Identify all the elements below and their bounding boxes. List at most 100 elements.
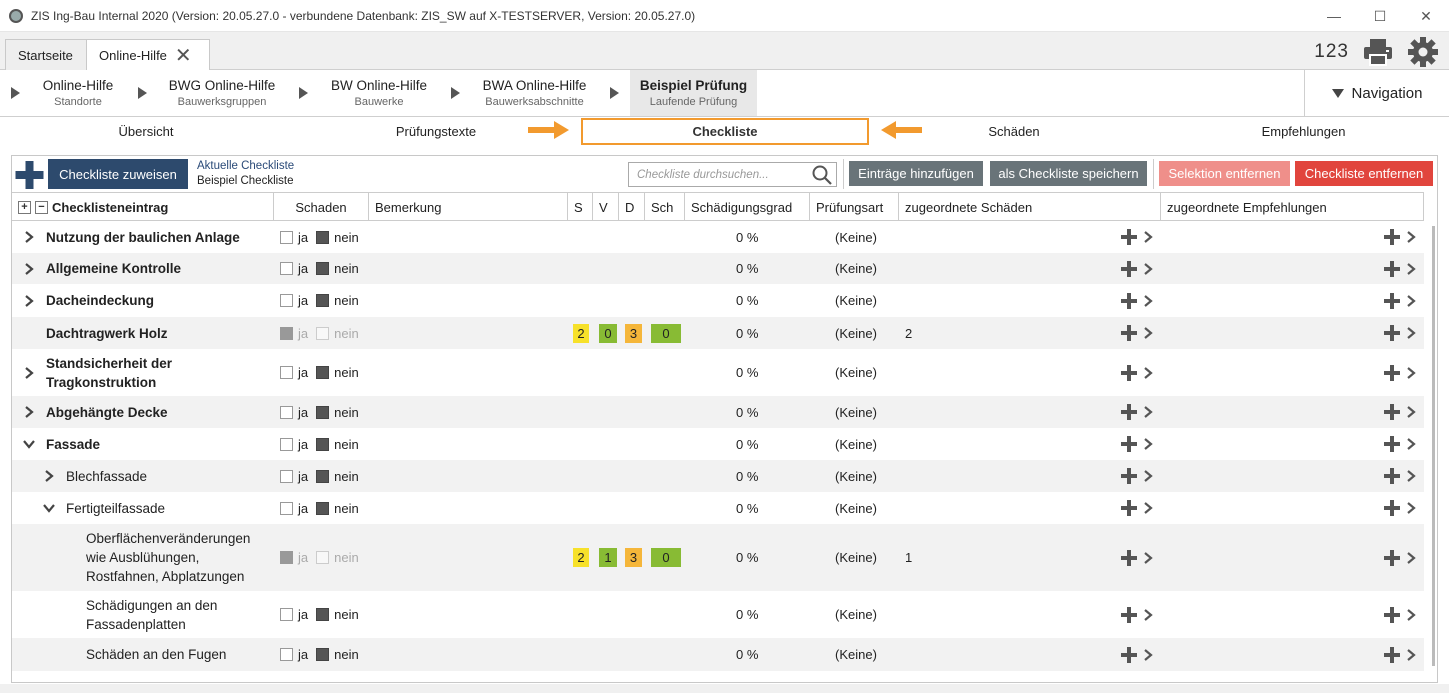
chevron-right-icon[interactable] bbox=[1406, 405, 1416, 419]
col-damages[interactable]: zugeordnete Schäden bbox=[899, 193, 1161, 221]
add-damage-icon[interactable] bbox=[1121, 229, 1137, 245]
add-damage-icon[interactable] bbox=[1121, 549, 1137, 566]
table-row[interactable]: Allgemeine Kontrolle ja nein 0 % (Keine) bbox=[12, 253, 1424, 284]
table-row[interactable]: Schädigungen an den Fassadenplatten ja nei… bbox=[12, 591, 1424, 638]
add-damage-icon[interactable] bbox=[1121, 646, 1137, 663]
damage-no-checkbox[interactable] bbox=[316, 405, 330, 419]
add-damage-icon[interactable] bbox=[1121, 500, 1137, 516]
add-damage-icon[interactable] bbox=[1121, 325, 1137, 341]
chevron-right-icon[interactable] bbox=[44, 469, 54, 483]
collapse-all-icon[interactable]: − bbox=[35, 200, 48, 214]
chevron-right-icon[interactable] bbox=[1143, 469, 1153, 483]
chevron-right-icon[interactable] bbox=[24, 230, 34, 244]
add-recommendation-icon[interactable] bbox=[1384, 468, 1400, 484]
chevron-right-icon[interactable] bbox=[1406, 608, 1416, 622]
damage-yes-checkbox[interactable] bbox=[280, 469, 293, 483]
damage-no-checkbox[interactable] bbox=[316, 437, 330, 451]
gear-icon[interactable] bbox=[1407, 36, 1439, 68]
chevron-right-icon[interactable] bbox=[1406, 326, 1416, 340]
minimize-icon[interactable]: — bbox=[1327, 8, 1341, 24]
print-icon[interactable] bbox=[1363, 38, 1393, 66]
col-sch[interactable]: Sch bbox=[645, 193, 685, 221]
table-row[interactable]: Dacheindeckung ja nein 0 % (Keine) bbox=[12, 284, 1424, 317]
chevron-right-icon[interactable] bbox=[1143, 608, 1153, 622]
chevron-right-icon[interactable] bbox=[1143, 294, 1153, 308]
add-recommendation-icon[interactable] bbox=[1384, 364, 1400, 381]
damage-no-checkbox[interactable] bbox=[316, 262, 330, 275]
table-row[interactable]: Oberflächenveränderungen wie Ausblühunge… bbox=[12, 524, 1424, 591]
tab-uebersicht[interactable]: Übersicht bbox=[0, 118, 292, 145]
add-recommendation-icon[interactable] bbox=[1384, 646, 1400, 663]
damage-no-checkbox[interactable] bbox=[316, 501, 330, 515]
damage-yes-checkbox[interactable] bbox=[280, 648, 293, 661]
add-recommendation-icon[interactable] bbox=[1384, 436, 1400, 452]
add-recommendation-icon[interactable] bbox=[1384, 292, 1400, 309]
tab-online-hilfe[interactable]: Online-Hilfe ✕ bbox=[86, 39, 210, 71]
col-s[interactable]: S bbox=[568, 193, 593, 221]
col-d[interactable]: D bbox=[619, 193, 645, 221]
chevron-right-icon[interactable] bbox=[1143, 405, 1153, 419]
damage-yes-checkbox[interactable] bbox=[280, 437, 293, 451]
add-damage-icon[interactable] bbox=[1121, 292, 1137, 309]
page-numbers-button[interactable]: 123 bbox=[1314, 41, 1349, 62]
tab-pruefungstexte[interactable]: Prüfungstexte bbox=[292, 118, 580, 145]
chevron-right-icon[interactable] bbox=[1406, 437, 1416, 451]
tab-startseite[interactable]: Startseite bbox=[5, 39, 87, 70]
damage-yes-checkbox[interactable] bbox=[280, 366, 293, 379]
table-row[interactable]: Schäden an den Fugen ja nein 0 % (Keine) bbox=[12, 638, 1424, 671]
col-v[interactable]: V bbox=[593, 193, 619, 221]
search-input[interactable]: Checkliste durchsuchen... bbox=[628, 162, 837, 187]
damage-no-checkbox[interactable] bbox=[316, 608, 330, 621]
damage-no-checkbox[interactable] bbox=[316, 366, 330, 379]
expand-all-icon[interactable]: + bbox=[18, 200, 31, 214]
maximize-icon[interactable]: ☐ bbox=[1373, 7, 1387, 24]
add-recommendation-icon[interactable] bbox=[1384, 404, 1400, 420]
add-damage-icon[interactable] bbox=[1121, 606, 1137, 623]
damage-no-checkbox[interactable] bbox=[316, 648, 330, 661]
remove-checklist-button[interactable]: Checkliste entfernen bbox=[1295, 161, 1433, 186]
chevron-right-icon[interactable] bbox=[1406, 294, 1416, 308]
add-recommendation-icon[interactable] bbox=[1384, 500, 1400, 516]
table-row[interactable]: Nutzung der baulichen Anlage ja nein 0 % (Ke… bbox=[12, 221, 1424, 253]
chevron-right-icon[interactable] bbox=[1406, 230, 1416, 244]
chevron-right-icon[interactable] bbox=[1406, 551, 1416, 565]
add-entries-button[interactable]: Einträge hinzufügen bbox=[849, 161, 983, 186]
close-tab-icon[interactable]: ✕ bbox=[174, 45, 192, 67]
damage-yes-checkbox[interactable] bbox=[280, 326, 293, 340]
navigation-button[interactable]: Navigation bbox=[1304, 70, 1449, 116]
damage-yes-checkbox[interactable] bbox=[280, 608, 293, 621]
chevron-right-icon[interactable] bbox=[1143, 437, 1153, 451]
chevron-right-icon[interactable] bbox=[24, 294, 34, 308]
chevron-right-icon[interactable] bbox=[24, 262, 34, 276]
chevron-right-icon[interactable] bbox=[1406, 469, 1416, 483]
table-row[interactable]: Blechfassade ja nein 0 % (Keine) bbox=[12, 460, 1424, 492]
add-damage-icon[interactable] bbox=[1121, 436, 1137, 452]
damage-yes-checkbox[interactable] bbox=[280, 230, 293, 244]
col-recs[interactable]: zugeordnete Empfehlungen bbox=[1161, 193, 1424, 221]
remove-selection-button[interactable]: Selektion entfernen bbox=[1159, 161, 1290, 186]
damage-yes-checkbox[interactable] bbox=[280, 405, 293, 419]
chevron-right-icon[interactable] bbox=[1143, 366, 1153, 380]
scrollbar[interactable] bbox=[1432, 226, 1435, 666]
damage-yes-checkbox[interactable] bbox=[280, 501, 293, 515]
tab-checkliste[interactable]: Checkliste bbox=[581, 118, 869, 145]
add-recommendation-icon[interactable] bbox=[1384, 549, 1400, 566]
breadcrumb-item-standorte[interactable]: Online-Hilfe Standorte bbox=[26, 70, 130, 116]
col-entry[interactable]: + − Checklisteneintrag bbox=[12, 193, 274, 221]
chevron-right-icon[interactable] bbox=[24, 366, 34, 380]
table-row[interactable]: Dachtragwerk Holz ja nein 2 0 3 0 0 % (Keine) 2 bbox=[12, 317, 1424, 349]
chevron-right-icon[interactable] bbox=[1143, 551, 1153, 565]
tab-schaeden[interactable]: Schäden bbox=[870, 118, 1158, 145]
breadcrumb-item-laufende-pruefung[interactable]: Beispiel Prüfung Laufende Prüfung bbox=[630, 70, 757, 116]
save-as-checklist-button[interactable]: als Checkliste speichern bbox=[990, 161, 1147, 186]
chevron-right-icon[interactable] bbox=[1406, 501, 1416, 515]
search-icon[interactable] bbox=[812, 165, 832, 185]
col-type[interactable]: Prüfungsart bbox=[810, 193, 899, 221]
table-row[interactable]: Fertigteilfassade ja nein 0 % (Keine) bbox=[12, 492, 1424, 524]
add-recommendation-icon[interactable] bbox=[1384, 229, 1400, 245]
close-icon[interactable]: ✕ bbox=[1420, 7, 1432, 24]
chevron-right-icon[interactable] bbox=[1143, 648, 1153, 662]
chevron-right-icon[interactable] bbox=[1143, 326, 1153, 340]
damage-yes-checkbox[interactable] bbox=[280, 262, 293, 275]
add-damage-icon[interactable] bbox=[1121, 404, 1137, 420]
